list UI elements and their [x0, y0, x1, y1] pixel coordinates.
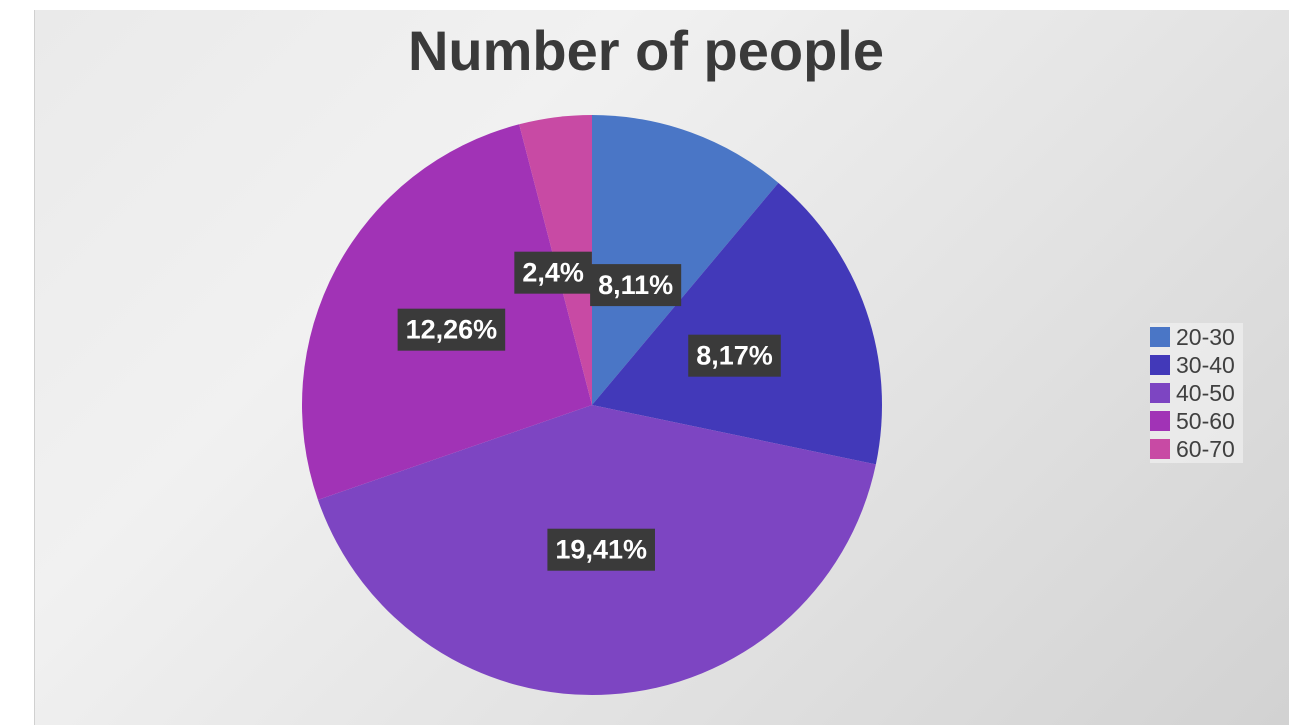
data-label-text: 8,11%	[598, 270, 673, 300]
data-label-box	[514, 251, 592, 294]
data-label-text: 2,4%	[522, 258, 584, 288]
data-label-text: 19,41%	[555, 535, 647, 565]
data-label-50-60: 12,26%	[397, 308, 506, 351]
legend-swatch	[1150, 355, 1170, 375]
data-label-20-30: 8,11%	[590, 264, 682, 307]
legend-swatch	[1150, 411, 1170, 431]
data-label-box	[590, 264, 682, 307]
pie-slice-30-40	[592, 182, 883, 465]
data-label-text: 8,17%	[696, 341, 773, 371]
legend-label: 50-60	[1176, 408, 1235, 434]
legend-swatch	[1150, 383, 1170, 403]
pie-slices	[301, 115, 883, 696]
legend-label: 30-40	[1176, 352, 1235, 378]
legend-swatch	[1150, 439, 1170, 459]
chart-title: Number of people	[407, 19, 885, 82]
legend-swatch	[1150, 327, 1170, 347]
legend-label: 20-30	[1176, 324, 1235, 350]
data-label-box	[547, 528, 655, 571]
legend-item-50-60: 50-60	[1150, 407, 1235, 435]
pie-slice-20-30	[592, 115, 779, 405]
legend: 20-30 30-40 40-50 50-60 60-70	[1150, 323, 1243, 463]
legend-label: 40-50	[1176, 380, 1235, 406]
data-label-box	[688, 334, 781, 377]
data-label-60-70: 2,4%	[514, 251, 592, 294]
legend-item-60-70: 60-70	[1150, 435, 1235, 463]
data-label-30-40: 8,17%	[688, 334, 781, 377]
legend-label: 60-70	[1176, 436, 1235, 462]
data-label-text: 12,26%	[406, 315, 498, 345]
legend-item-30-40: 30-40	[1150, 351, 1235, 379]
data-label-40-50: 19,41%	[547, 528, 655, 571]
legend-item-20-30: 20-30	[1150, 323, 1235, 351]
data-label-box	[397, 308, 506, 351]
pie-data-labels: 8,11% 8,17% 19,41% 12,26% 2,4%	[397, 251, 781, 571]
legend-item-40-50: 40-50	[1150, 379, 1235, 407]
